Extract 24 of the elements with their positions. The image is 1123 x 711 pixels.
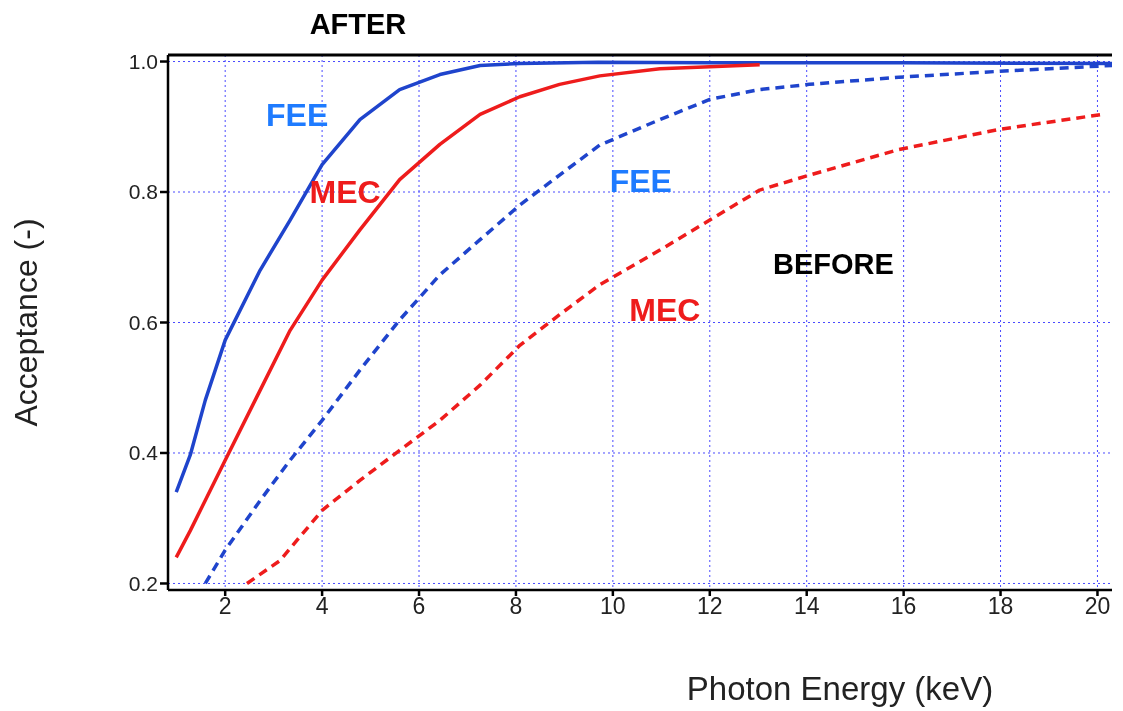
x-tick-label: 2 bbox=[218, 593, 232, 620]
x-tick-label: 10 bbox=[600, 593, 626, 620]
series-label: FEE bbox=[265, 96, 329, 133]
x-tick-label: 4 bbox=[315, 593, 329, 620]
y-tick-label: 0.8 bbox=[128, 180, 158, 204]
x-tick-label: 8 bbox=[509, 593, 523, 620]
x-tick-label: 16 bbox=[890, 593, 917, 620]
x-tick-label: 12 bbox=[696, 593, 723, 620]
y-tick-label: 0.4 bbox=[128, 441, 159, 465]
x-tick-label: 20 bbox=[1084, 593, 1111, 620]
y-tick-label: 1.0 bbox=[128, 49, 158, 73]
x-tick-label: 6 bbox=[412, 593, 426, 620]
y-tick-label: 0.6 bbox=[128, 310, 158, 334]
x-tick-label: 14 bbox=[793, 593, 820, 620]
x-tick-label: 18 bbox=[987, 593, 1014, 620]
line-series bbox=[174, 63, 762, 560]
y-axis-title: Acceptance (-) bbox=[8, 218, 45, 427]
y-tick-label: 0.2 bbox=[128, 571, 158, 595]
x-axis-title: Photon Energy (keV) bbox=[686, 670, 994, 707]
series-label: FEE bbox=[609, 163, 672, 200]
series-label: MEC bbox=[629, 292, 701, 329]
series-label: MEC bbox=[309, 174, 381, 211]
annotation: BEFORE bbox=[773, 248, 894, 281]
chart-title: AFTER bbox=[308, 8, 408, 41]
